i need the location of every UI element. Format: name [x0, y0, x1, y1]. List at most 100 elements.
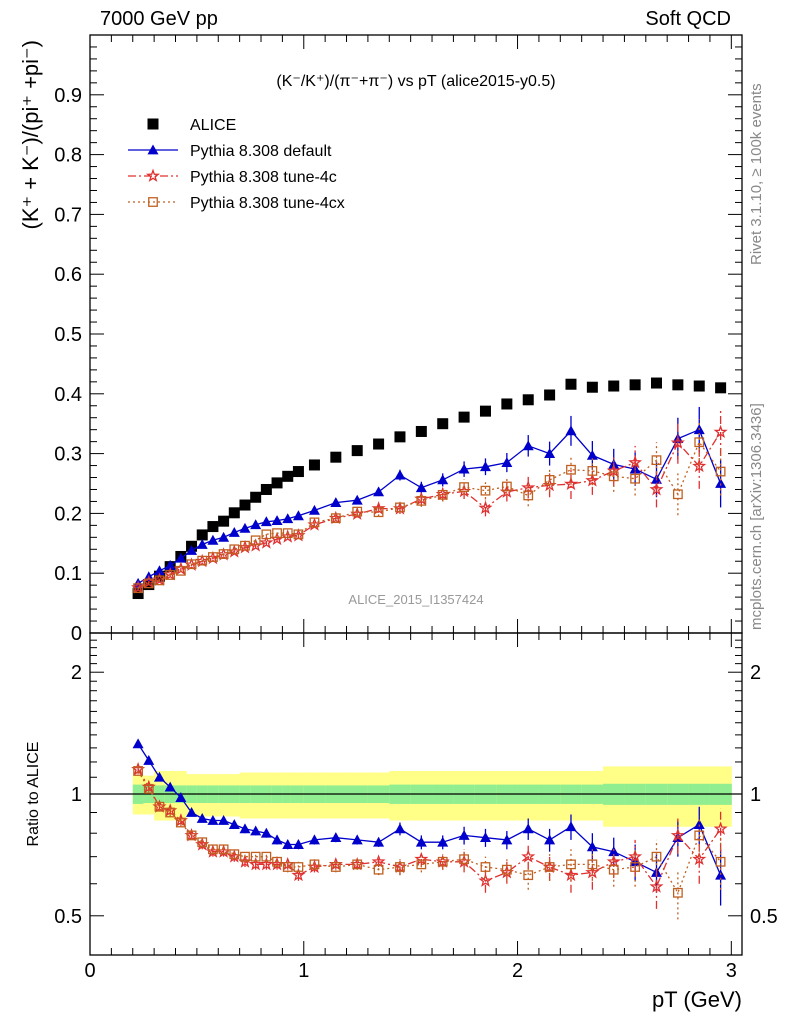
y-tick-label: 0 [71, 623, 82, 645]
data-point [330, 497, 342, 508]
data-point [207, 534, 219, 545]
data-point [630, 473, 641, 484]
data-point [566, 464, 576, 475]
legend-marker [147, 144, 159, 155]
ratio-y-tick-label: 2 [71, 662, 82, 684]
ratio-point [293, 862, 304, 872]
series-line-1 [137, 428, 722, 584]
series-line-2 [137, 431, 722, 589]
data-point [250, 491, 262, 503]
data-point [218, 531, 230, 542]
data-point [586, 381, 598, 393]
ratio-point [608, 864, 619, 875]
data-point [153, 565, 165, 576]
x-tick-label: 3 [726, 960, 737, 982]
data-point [715, 466, 726, 477]
ratio-point [478, 873, 493, 887]
ratio-point [186, 830, 197, 841]
data-point [565, 378, 577, 390]
data-point [197, 555, 208, 566]
ratio-point [260, 827, 272, 838]
data-point [229, 544, 240, 555]
ratio-point [175, 817, 186, 828]
data-point [458, 463, 470, 474]
legend-marker [145, 168, 161, 182]
data-point [395, 502, 405, 513]
ratio-point [522, 823, 534, 834]
data-point [260, 483, 272, 495]
data-point [164, 559, 176, 570]
data-point [606, 463, 621, 477]
ratio-point [208, 844, 218, 855]
legend-label: Pythia 8.308 default [190, 143, 332, 160]
ratio-point [564, 867, 579, 882]
ratio-point [544, 862, 555, 872]
data-point [587, 466, 598, 476]
data-point [479, 405, 491, 417]
y-tick-label: 0.8 [54, 145, 82, 167]
data-point [437, 418, 449, 430]
data-point [544, 475, 555, 485]
data-point [352, 506, 363, 517]
data-point [715, 382, 727, 394]
data-point [272, 528, 282, 539]
data-point [240, 540, 250, 551]
ratio-point [608, 846, 620, 857]
ratio-point [165, 807, 176, 818]
ratio-point [479, 832, 491, 843]
ratio-point [154, 801, 165, 812]
ratio-point [587, 859, 598, 870]
data-point [478, 500, 493, 515]
data-point [175, 565, 186, 576]
y-tick-label: 0.2 [54, 503, 82, 525]
data-point [608, 380, 620, 392]
data-point [480, 485, 491, 496]
ratio-point [523, 870, 534, 881]
data-point [608, 471, 619, 482]
data-point [523, 490, 534, 501]
y-tick-label: 0.9 [54, 85, 82, 107]
data-point [437, 489, 448, 500]
ratio-point [628, 849, 643, 863]
x-tick-label: 2 [512, 960, 523, 982]
ratio-point [373, 864, 384, 875]
data-point [239, 499, 251, 511]
y-tick-label: 0.3 [54, 444, 82, 466]
data-point [282, 470, 294, 482]
ratio-point [250, 825, 262, 836]
data-point [479, 461, 491, 472]
ratio-point [261, 851, 272, 862]
data-point [694, 437, 705, 448]
ratio-point [164, 781, 176, 792]
data-point [715, 478, 727, 488]
legend-label: Pythia 8.308 tune-4cx [190, 195, 345, 212]
y-tick-label: 0.4 [54, 384, 82, 406]
ratio-point [196, 812, 208, 823]
ratio-point [207, 815, 219, 825]
data-point [196, 529, 208, 541]
data-point [394, 431, 406, 443]
data-point [565, 425, 577, 436]
data-point [415, 425, 427, 437]
data-point [133, 583, 143, 594]
ratio-point [415, 836, 427, 847]
ratio-point [133, 766, 143, 776]
data-point [309, 517, 320, 528]
data-point [292, 510, 304, 521]
data-point [165, 570, 176, 580]
data-point [282, 513, 294, 524]
ratio-point [459, 854, 469, 865]
data-point [501, 481, 512, 492]
ratio-point [437, 856, 448, 867]
data-point [154, 575, 165, 586]
data-point [351, 445, 363, 457]
ratio-point [272, 856, 282, 867]
ratio-y-tick-label-right: 2 [750, 662, 761, 684]
data-point [260, 516, 272, 527]
y-tick-label: 0.7 [54, 204, 82, 226]
data-point [522, 394, 534, 406]
data-point [330, 451, 342, 463]
ratio-point [351, 834, 363, 845]
ratio-point [282, 839, 294, 849]
data-point [293, 529, 304, 540]
